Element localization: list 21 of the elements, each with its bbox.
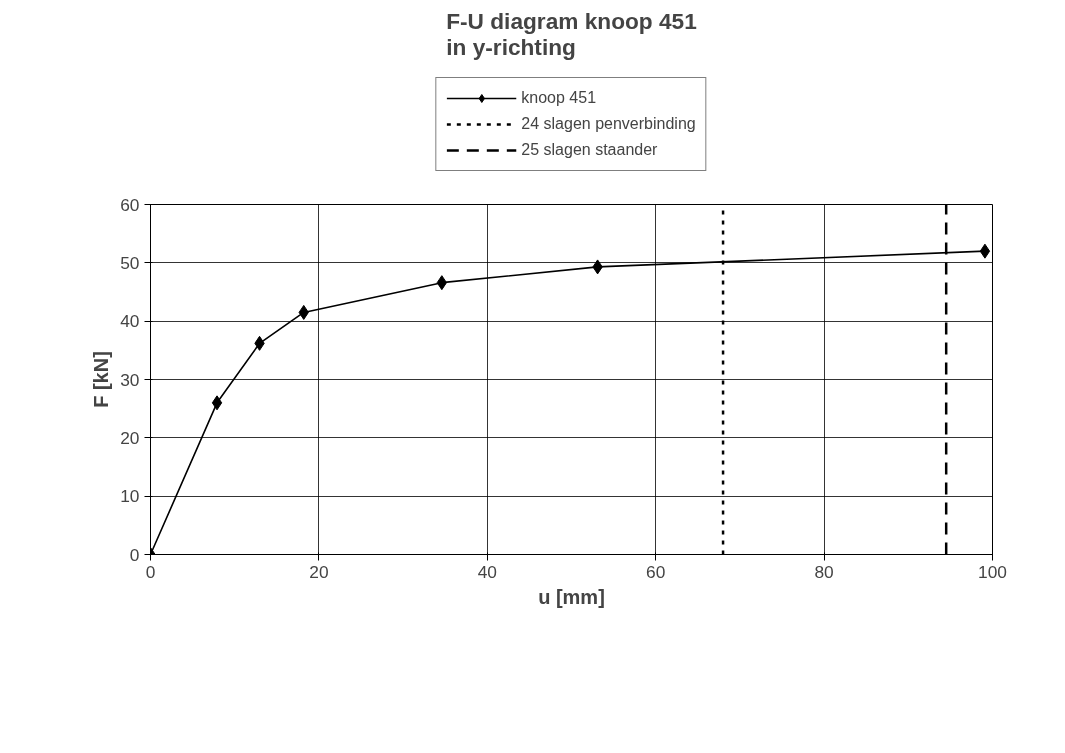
x-tick-label: 20 bbox=[309, 561, 329, 582]
y-tick-label: 30 bbox=[120, 369, 140, 390]
point bbox=[211, 395, 223, 411]
y-tick-label: 40 bbox=[120, 311, 140, 332]
legend-label: knoop 451 bbox=[521, 89, 597, 107]
x-tick-label: 60 bbox=[646, 561, 666, 582]
x-tick-label: 0 bbox=[145, 561, 156, 582]
x-axis-title: u [mm] bbox=[538, 585, 605, 608]
y-tick-label: 0 bbox=[129, 544, 140, 565]
legend-label: 24 slagen penverbinding bbox=[521, 115, 696, 133]
legend-label: 25 slagen staander bbox=[521, 141, 658, 159]
y-tick-label: 10 bbox=[120, 486, 140, 507]
x-tick-label: 40 bbox=[477, 561, 497, 582]
x-tick-label: 80 bbox=[814, 561, 834, 582]
y-tick-label: 50 bbox=[120, 252, 140, 273]
y-axis-title: F [kN] bbox=[90, 351, 113, 408]
y-tick-label: 20 bbox=[120, 427, 140, 448]
x-tick-label: 100 bbox=[978, 561, 1007, 582]
y-tick-label: 60 bbox=[120, 194, 140, 215]
point bbox=[979, 243, 991, 259]
chart-title: F-U diagram knoop 451 in y-richting bbox=[446, 7, 697, 60]
